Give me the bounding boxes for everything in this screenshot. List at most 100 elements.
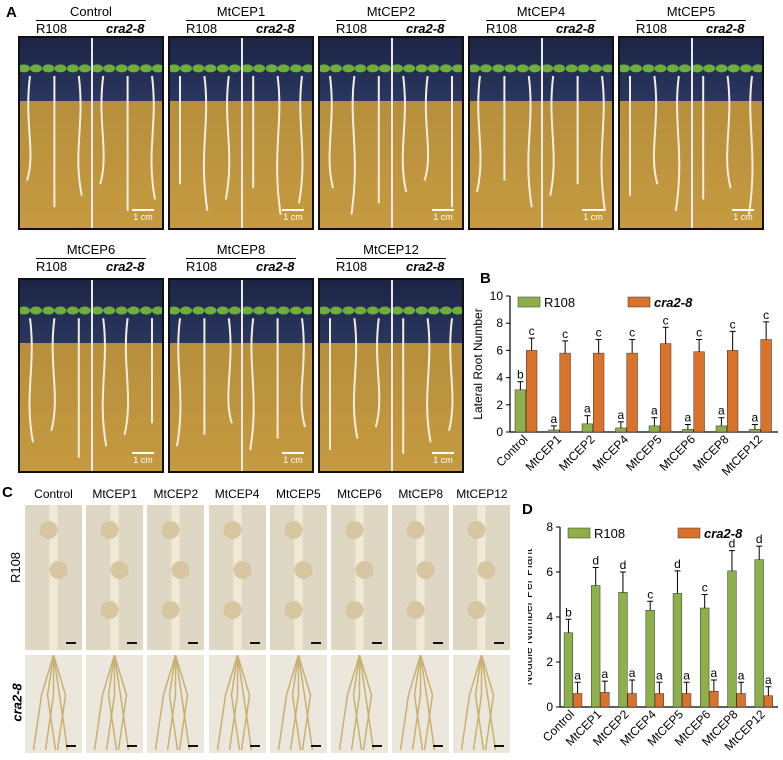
- nodule-condition-label: MtCEP12: [456, 487, 508, 501]
- nodule-photo-cra2-8: [86, 655, 144, 753]
- cotyledon: [602, 64, 612, 73]
- significance-letter: a: [718, 404, 725, 418]
- cotyledon: [727, 64, 740, 73]
- root: [276, 75, 282, 215]
- significance-letter: d: [729, 537, 736, 551]
- scale-bar: [494, 745, 505, 747]
- lateral-root: [155, 655, 177, 751]
- root: [101, 318, 108, 447]
- y-tick-label: 8: [496, 316, 503, 330]
- y-tick-label: 6: [496, 343, 503, 357]
- panel-letter-d: D: [522, 501, 533, 518]
- nodule: [284, 601, 303, 619]
- nodule: [161, 601, 180, 619]
- significance-letter: a: [738, 668, 745, 682]
- lateral-root: [297, 655, 312, 751]
- cotyledon: [320, 64, 330, 73]
- seedling-photo: 1 cm: [318, 36, 464, 230]
- significance-letter: a: [551, 412, 558, 426]
- scale-bar: 1 cm: [582, 209, 604, 222]
- significance-letter: a: [685, 411, 692, 425]
- cotyledon: [403, 64, 416, 73]
- significance-letter: a: [656, 668, 663, 682]
- lateral-root: [297, 655, 314, 751]
- significance-letter: c: [596, 326, 602, 340]
- seedling-photo: 1 cm: [168, 278, 314, 473]
- cotyledon: [378, 64, 391, 73]
- nodule: [406, 521, 425, 539]
- cotyledon: [20, 306, 30, 315]
- cotyledon: [342, 306, 355, 315]
- cotyledon: [302, 64, 312, 73]
- cotyledon: [253, 64, 266, 73]
- y-tick-label: 6: [546, 565, 553, 579]
- nodule: [100, 601, 119, 619]
- bar-cra2-8: [693, 351, 705, 433]
- root: [748, 75, 754, 215]
- root: [549, 75, 555, 196]
- nodule-drawing: [161, 505, 190, 650]
- scale-bar: 1 cm: [132, 452, 154, 465]
- condition-title-mtcep6: MtCEP6: [66, 242, 116, 257]
- lateral-root: [107, 655, 118, 751]
- cotyledon: [241, 306, 254, 315]
- legend-label: cra2-8: [704, 526, 743, 541]
- genotype-label-cra2-8: cra2-8: [556, 21, 595, 36]
- nodule-condition-label: MtCEP8: [398, 487, 444, 501]
- genotype-label-r108: R108: [186, 259, 218, 274]
- root: [249, 318, 255, 451]
- cotyledon: [427, 306, 440, 315]
- nodule: [345, 521, 364, 539]
- cotyledon: [715, 64, 728, 73]
- bar-cra2-8: [760, 339, 772, 433]
- nodule-photo-r108: [269, 505, 327, 650]
- significance-letter: a: [584, 402, 591, 416]
- cotyledon: [152, 64, 162, 73]
- condition-title-mtcep8: MtCEP8: [216, 242, 266, 257]
- seedling-photo: 1 cm: [618, 36, 764, 230]
- nodule-condition-label: MtCEP4: [214, 487, 260, 501]
- bar-cra2-8: [709, 691, 719, 708]
- cotyledon: [127, 306, 140, 315]
- lateral-root: [175, 655, 189, 751]
- seedling-photo: 1 cm: [318, 278, 464, 473]
- scale-bar: 1 cm: [132, 209, 154, 222]
- bar-cra2-8: [600, 692, 610, 708]
- genotype-label-r108: R108: [336, 259, 368, 274]
- significance-letter: c: [696, 326, 702, 340]
- cotyledon: [620, 64, 630, 73]
- lateral-root: [481, 655, 497, 751]
- root-drawing: [338, 655, 375, 751]
- cotyledon: [241, 64, 254, 73]
- genotype-label-cra2-8: cra2-8: [406, 259, 445, 274]
- scale-bar: [249, 745, 260, 747]
- y-tick-label: 8: [546, 520, 553, 534]
- nodule-photo-r108: [453, 505, 511, 650]
- nodule: [345, 601, 364, 619]
- cotyledon: [302, 306, 312, 315]
- cotyledon: [204, 64, 217, 73]
- root: [355, 505, 364, 650]
- nodule: [233, 561, 252, 579]
- cotyledon: [470, 64, 480, 73]
- root: [300, 318, 306, 428]
- nodule-drawing: [406, 505, 435, 650]
- bar-cra2-8: [727, 350, 739, 433]
- condition-bracket: [186, 20, 296, 21]
- condition-bracket: [336, 20, 446, 21]
- cotyledon: [54, 306, 67, 315]
- lateral-root: [236, 655, 252, 751]
- cotyledon: [54, 64, 67, 73]
- lateral-root: [32, 655, 55, 751]
- lateral-root: [358, 655, 373, 751]
- bar-r108: [548, 429, 560, 433]
- condition-bracket: [486, 20, 596, 21]
- genotype-divider: [241, 280, 243, 471]
- nodule: [467, 601, 486, 619]
- row-label-cra2-8: cra2-8: [9, 683, 25, 722]
- significance-letter: c: [562, 327, 568, 341]
- panel-letter-b: B: [480, 270, 491, 287]
- root-drawing: [399, 655, 436, 751]
- significance-letter: a: [683, 668, 690, 682]
- root: [328, 75, 334, 189]
